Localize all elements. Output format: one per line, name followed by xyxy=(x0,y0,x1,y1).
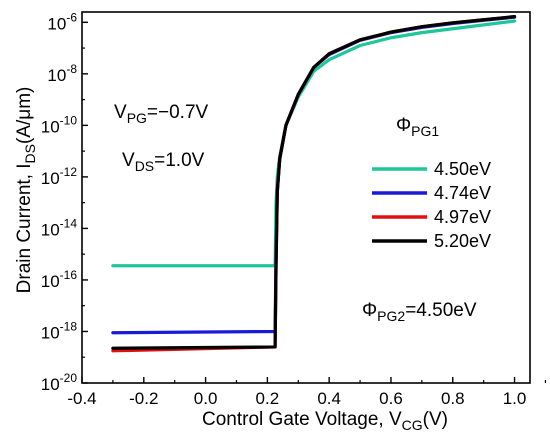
x-tick-label: -0.2 xyxy=(129,389,158,408)
legend-label: 4.50eV xyxy=(434,159,491,179)
x-tick-label: 0.2 xyxy=(256,389,280,408)
y-tick-label: 10-14 xyxy=(41,216,78,239)
y-tick-label: 10-16 xyxy=(41,268,78,291)
x-axis: -0.4 -0.2 0.0 0.2 0.4 0.6 0.8 1.0 xyxy=(67,377,547,408)
legend-label: 4.74eV xyxy=(434,183,491,203)
series-line-1 xyxy=(111,19,517,268)
legend-title: ΦPG1 xyxy=(396,115,439,139)
vpg-annotation: VPG=−0.7V xyxy=(114,102,209,126)
legend-label: 4.97eV xyxy=(434,207,491,227)
series-line-4 xyxy=(111,15,517,350)
x-tick-label: 0.4 xyxy=(317,389,341,408)
y-tick-label: 10-6 xyxy=(47,10,77,33)
x-axis-title: Control Gate Voltage, VCG(V) xyxy=(202,409,448,433)
x-tick-label: 1.0 xyxy=(503,389,527,408)
plot-frame xyxy=(81,11,531,384)
y-axis: 10-20 10-18 10-16 10-14 10-12 10-10 10-8 10-6 xyxy=(41,10,88,394)
y-tick-label: 10-20 xyxy=(41,371,78,394)
y-tick-label: 10-8 xyxy=(47,62,77,85)
y-tick-label: 10-12 xyxy=(41,165,78,188)
legend-label: 5.20eV xyxy=(434,231,491,251)
series-layer xyxy=(111,15,517,353)
y-tick-label: 10-10 xyxy=(41,113,78,136)
x-tick-label: 0.8 xyxy=(441,389,465,408)
x-tick-label: 0.6 xyxy=(379,389,403,408)
y-axis-title: Drain Current, IDS(A/μm) xyxy=(14,87,38,294)
vds-annotation: VDS=1.0V xyxy=(122,150,205,174)
x-tick-label: 0.0 xyxy=(194,389,218,408)
x-tick-label: -0.4 xyxy=(67,389,96,408)
phi-pg2-annotation: ΦPG2=4.50eV xyxy=(362,300,477,324)
y-tick-label: 10-18 xyxy=(41,319,78,342)
legend: 4.50eV 4.74eV 4.97eV 5.20eV xyxy=(372,159,491,251)
